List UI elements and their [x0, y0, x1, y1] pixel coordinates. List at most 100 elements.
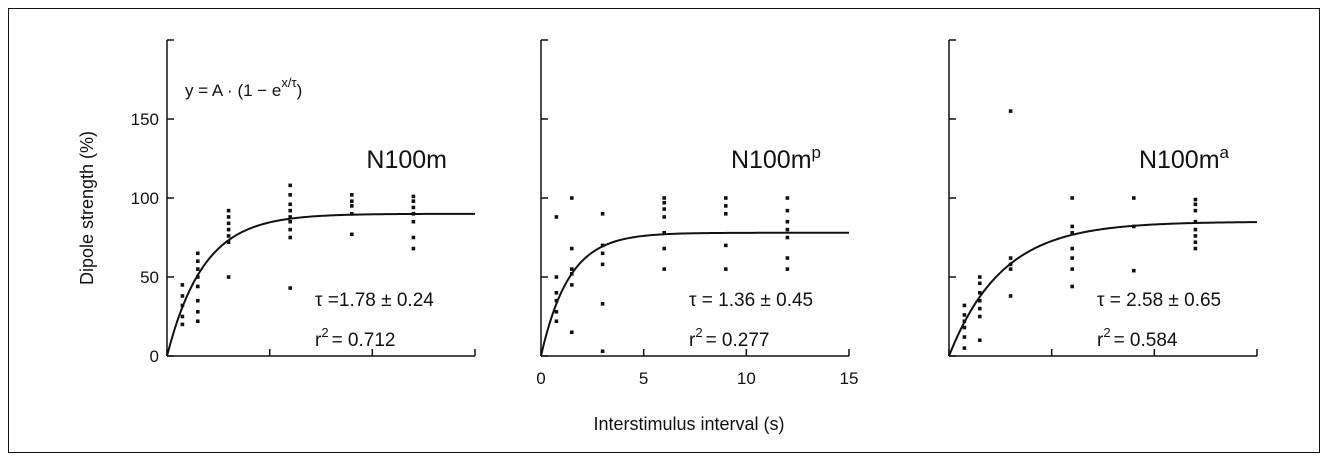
data-point — [288, 208, 292, 213]
data-point — [570, 330, 574, 335]
data-point — [785, 227, 790, 232]
data-point — [1008, 294, 1013, 298]
data-point — [180, 283, 185, 287]
data-point — [962, 346, 967, 350]
data-point — [600, 251, 605, 256]
panel-title-main: N100m — [1139, 146, 1220, 174]
data-point — [288, 219, 292, 224]
y-tick-label: 50 — [140, 268, 159, 287]
data-point — [978, 291, 982, 295]
data-point — [600, 262, 605, 267]
data-point — [350, 204, 354, 208]
data-point — [1070, 267, 1074, 271]
data-point — [196, 309, 200, 314]
data-point — [1132, 224, 1136, 229]
x-axis-label: Interstimulus interval (s) — [593, 414, 784, 434]
data-point — [570, 272, 574, 276]
chart-panel-right: N100ma τ = 2.58 ± 0.65 r2 = 0.584 — [948, 39, 1258, 357]
data-point — [196, 251, 200, 256]
data-point — [554, 275, 559, 279]
data-point — [411, 246, 416, 251]
figure-frame — [8, 8, 1320, 453]
data-point — [350, 212, 354, 216]
data-point — [288, 183, 292, 188]
data-point — [1070, 256, 1074, 260]
data-point — [600, 212, 605, 216]
data-point — [978, 338, 982, 342]
data-point — [1008, 109, 1013, 113]
data-point — [1193, 240, 1198, 245]
panel-title-main: N100m — [366, 146, 447, 174]
data-point — [978, 298, 982, 303]
data-point — [1132, 196, 1136, 200]
tau-stat: τ = 1.36 ± 0.45 — [689, 290, 813, 311]
r-squared-prefix: r — [315, 330, 322, 351]
data-point — [962, 335, 967, 339]
data-point — [724, 204, 728, 208]
data-point — [288, 286, 292, 290]
data-point — [1193, 246, 1198, 251]
data-point — [1193, 208, 1198, 213]
tau-stat: τ =1.78 ± 0.24 — [315, 290, 434, 311]
fit-curve — [948, 221, 1258, 357]
data-point — [600, 243, 605, 248]
data-point — [288, 193, 292, 197]
panel-title: N100mp — [731, 143, 821, 174]
fit-curve — [166, 212, 475, 357]
data-point — [196, 259, 200, 263]
data-point — [570, 267, 574, 271]
y-tick-label: 150 — [131, 110, 159, 129]
data-point — [600, 349, 605, 354]
r-squared-prefix: r — [689, 330, 696, 351]
data-point — [978, 314, 982, 319]
data-point — [226, 240, 231, 245]
data-point — [662, 196, 666, 200]
data-point — [226, 208, 231, 213]
data-point — [554, 291, 559, 295]
data-point — [411, 212, 416, 216]
data-point — [785, 196, 790, 200]
data-point — [411, 235, 416, 240]
data-point — [570, 196, 574, 200]
data-point — [196, 284, 200, 289]
data-point — [196, 319, 200, 324]
formula-exponent: x/τ — [281, 75, 297, 90]
data-point — [1193, 219, 1198, 224]
data-point — [962, 325, 967, 330]
r-squared-stat: r2 = 0.277 — [689, 325, 769, 351]
formula-text: y = A · (1 − ex/τ) — [185, 75, 302, 100]
data-point — [196, 298, 200, 303]
x-tick-label: 0 — [536, 369, 545, 388]
data-point — [662, 246, 666, 251]
r-squared-prefix: r — [1097, 330, 1104, 351]
data-point — [554, 215, 559, 219]
panel-title-superscript: p — [812, 143, 821, 162]
data-point — [962, 303, 967, 308]
data-point — [962, 313, 967, 317]
data-point — [724, 196, 728, 200]
data-point — [350, 199, 354, 203]
data-point — [1132, 268, 1136, 273]
data-point — [662, 230, 666, 235]
data-point — [1070, 196, 1074, 200]
data-point — [288, 202, 292, 207]
data-point — [226, 215, 231, 219]
data-point — [226, 221, 231, 226]
data-point — [554, 298, 559, 303]
data-point — [724, 243, 728, 248]
data-point — [1193, 234, 1198, 238]
data-point — [1070, 224, 1074, 229]
data-point — [411, 199, 416, 203]
data-point — [724, 267, 728, 271]
data-point — [785, 219, 790, 224]
panel-title: N100ma — [1139, 143, 1230, 174]
x-tick-label: 5 — [639, 369, 648, 388]
data-point — [1008, 267, 1013, 271]
data-point — [554, 319, 559, 324]
data-point — [1008, 262, 1013, 267]
data-point — [196, 275, 200, 279]
panel-title-superscript: a — [1220, 143, 1230, 162]
data-point — [1193, 227, 1198, 232]
data-point — [288, 215, 292, 219]
x-tick-label: 15 — [840, 369, 859, 388]
